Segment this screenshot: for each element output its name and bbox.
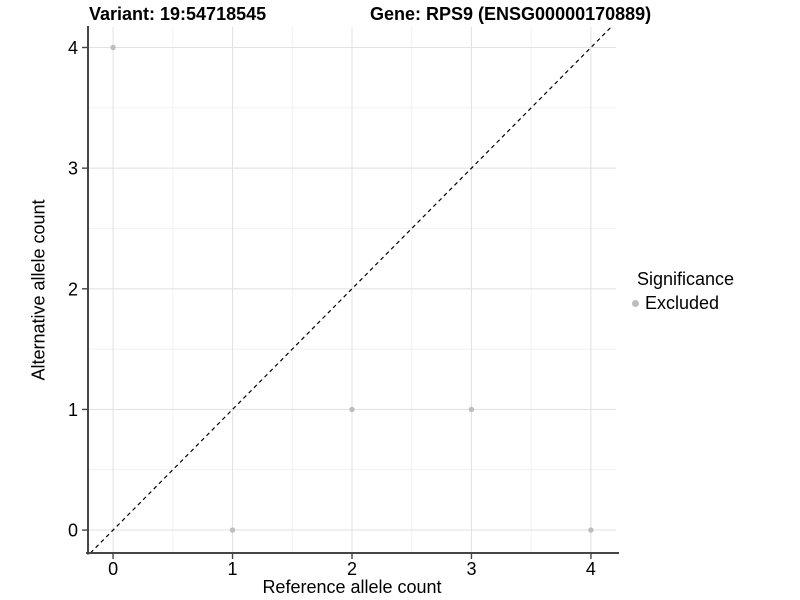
y-tick-label: 2 xyxy=(68,279,78,299)
plot-title-gene: Gene: RPS9 (ENSG00000170889) xyxy=(370,4,652,24)
legend-item: Excluded xyxy=(630,293,734,314)
y-tick-label: 0 xyxy=(68,521,78,541)
x-tick-label: 3 xyxy=(466,559,476,579)
data-point xyxy=(229,527,236,533)
x-tick-label: 1 xyxy=(228,559,238,579)
legend-title: Significance xyxy=(637,269,735,289)
data-point xyxy=(349,406,355,413)
y-axis-title: Alternative allele count xyxy=(28,199,49,381)
data-point xyxy=(588,527,594,533)
x-tick-label: 2 xyxy=(347,559,357,579)
legend: Significance Excluded xyxy=(630,269,734,314)
x-tick-label: 4 xyxy=(586,559,596,579)
legend-item-label: Excluded xyxy=(645,293,720,313)
plot-canvas: 0 1 2 3 4 0 1 2 3 4 xyxy=(68,26,619,579)
legend-key-dot-icon xyxy=(632,300,639,307)
y-tick-label: 4 xyxy=(68,38,78,58)
x-tick-label: 0 xyxy=(108,559,118,579)
x-axis-title: Reference allele count xyxy=(262,577,442,597)
y-tick-label: 1 xyxy=(68,400,78,420)
y-tick-label: 3 xyxy=(68,159,78,179)
plot-title-variant: Variant: 19:54718545 xyxy=(89,4,267,24)
identity-line xyxy=(89,26,612,554)
legend-items: Excluded xyxy=(630,293,734,314)
plot-panel: 0 1 2 3 4 0 1 2 3 4 xyxy=(68,26,619,579)
data-point xyxy=(110,44,116,51)
data-point xyxy=(468,406,475,413)
